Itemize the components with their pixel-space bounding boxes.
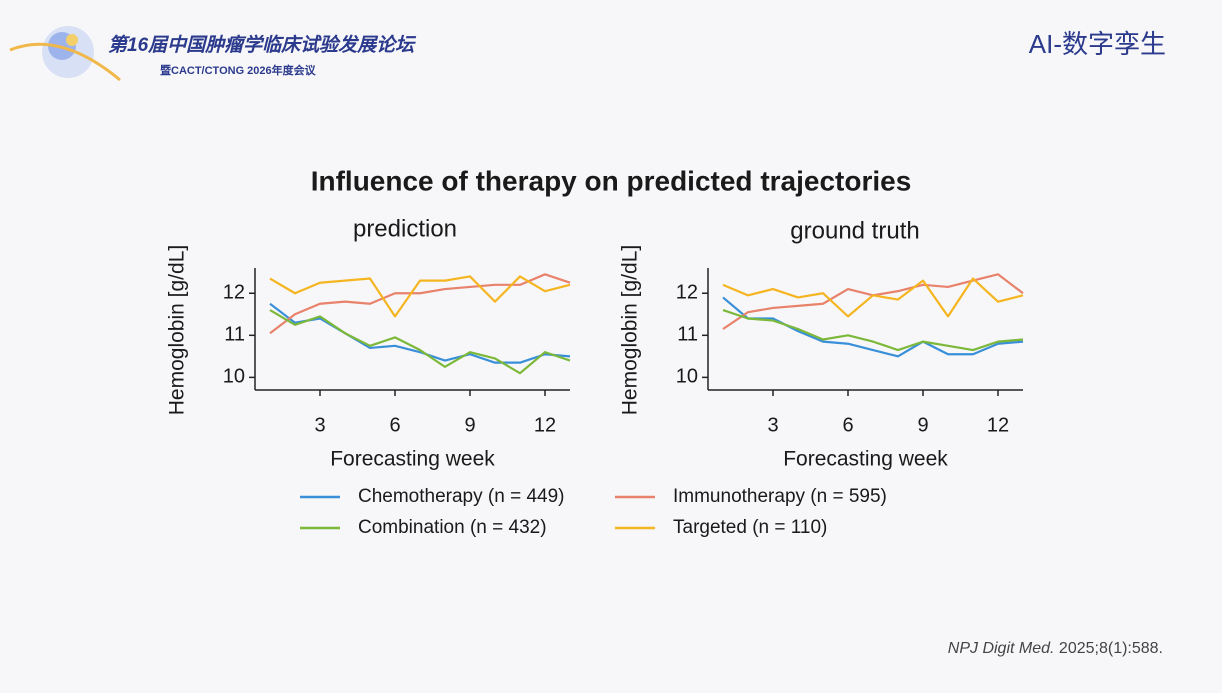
y-tick-label: 11 [224, 324, 245, 346]
x-tick-label: 9 [917, 414, 928, 436]
x-axis-label: Forecasting week [783, 448, 948, 471]
chart-title: prediction [353, 215, 457, 242]
legend-label: Combination (n = 432) [358, 517, 547, 538]
y-tick-label: 10 [223, 366, 245, 388]
citation: NPJ Digit Med. 2025;8(1):588. [948, 640, 1163, 657]
x-tick-label: 6 [842, 414, 853, 436]
series-line [269, 275, 571, 318]
legend-label: Chemotherapy (n = 449) [358, 486, 564, 507]
series-line [269, 302, 571, 364]
x-tick-label: 3 [314, 414, 325, 436]
citation-rest: 2025;8(1):588. [1059, 640, 1163, 657]
forum-name: 第16届中国肿瘤学临床试验发展论坛 [108, 34, 417, 56]
x-tick-label: 9 [464, 414, 475, 436]
legend-label: Targeted (n = 110) [673, 517, 827, 538]
series-line [722, 277, 1024, 318]
logo [9, 26, 121, 82]
topic: AI-数字孪生 [1029, 29, 1166, 59]
y-tick-label: 12 [676, 282, 698, 304]
y-tick-label: 11 [677, 324, 698, 346]
legend-label: Immunotherapy (n = 595) [673, 486, 887, 507]
y-axis-label: Hemoglobin [g/dL] [166, 245, 189, 415]
series-line [722, 309, 1024, 352]
y-tick-label: 12 [223, 282, 245, 304]
chart-title: ground truth [790, 217, 919, 244]
x-tick-label: 6 [389, 414, 400, 436]
meeting-name: 暨CACT/CTONG 2026年度会议 [160, 63, 317, 77]
y-axis-label: Hemoglobin [g/dL] [619, 245, 642, 415]
series-line [722, 296, 1024, 358]
x-axis-label: Forecasting week [330, 448, 495, 471]
series-line [269, 309, 571, 375]
series-line [269, 273, 571, 335]
x-tick-label: 3 [767, 414, 778, 436]
x-tick-label: 12 [987, 414, 1009, 436]
citation-journal: NPJ Digit Med. [948, 640, 1055, 657]
x-tick-label: 12 [534, 414, 556, 436]
main-title: Influence of therapy on predicted trajec… [311, 165, 912, 196]
y-tick-label: 10 [676, 366, 698, 388]
